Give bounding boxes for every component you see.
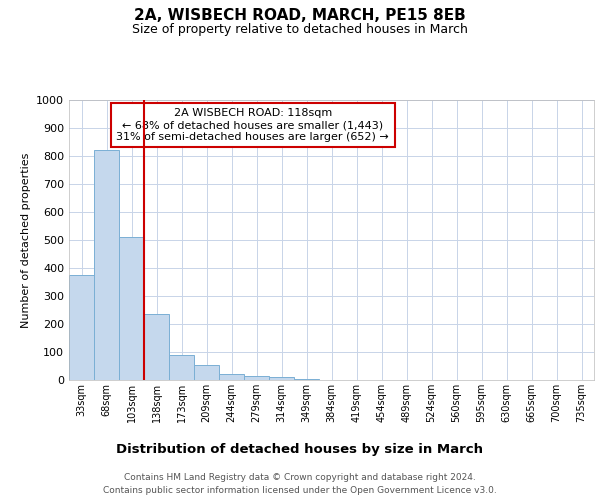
Bar <box>194 366 219 380</box>
Text: 2A, WISBECH ROAD, MARCH, PE15 8EB: 2A, WISBECH ROAD, MARCH, PE15 8EB <box>134 8 466 22</box>
Y-axis label: Number of detached properties: Number of detached properties <box>20 152 31 328</box>
Bar <box>244 376 269 380</box>
Bar <box>219 374 244 380</box>
Bar <box>294 378 319 380</box>
Bar <box>69 275 94 380</box>
Text: Contains HM Land Registry data © Crown copyright and database right 2024.: Contains HM Land Registry data © Crown c… <box>124 472 476 482</box>
Text: Contains public sector information licensed under the Open Government Licence v3: Contains public sector information licen… <box>103 486 497 495</box>
Bar <box>144 314 169 380</box>
Bar <box>119 237 144 380</box>
Text: Size of property relative to detached houses in March: Size of property relative to detached ho… <box>132 22 468 36</box>
Text: Distribution of detached houses by size in March: Distribution of detached houses by size … <box>116 442 484 456</box>
Text: 2A WISBECH ROAD: 118sqm
← 68% of detached houses are smaller (1,443)
31% of semi: 2A WISBECH ROAD: 118sqm ← 68% of detache… <box>116 108 389 142</box>
Bar <box>169 355 194 380</box>
Bar <box>94 150 119 380</box>
Bar <box>269 376 294 380</box>
